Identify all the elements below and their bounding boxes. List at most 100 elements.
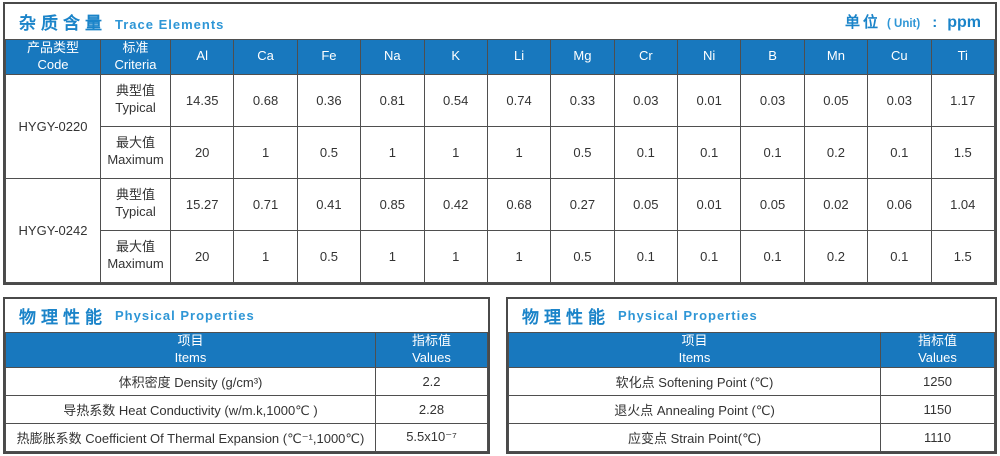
property-value: 1150	[880, 394, 995, 424]
trace-title: 杂质含量 Trace Elements	[19, 9, 224, 34]
value-cell: 20	[169, 229, 235, 283]
table-row: HYGY-0242 典型值 Typical 15.27 0.71 0.41 0.…	[5, 177, 995, 283]
value-cell: 0.68	[486, 177, 552, 231]
header-criteria-en: Criteria	[114, 56, 157, 72]
product-code: HYGY-0242	[5, 177, 101, 283]
table-row: HYGY-0220 典型值 Typical 14.35 0.68 0.36 0.…	[5, 73, 995, 179]
value-cell: 1	[486, 125, 552, 179]
property-value: 1250	[880, 366, 995, 396]
value-cell: 0.81	[360, 73, 425, 127]
value-cell: 0.06	[867, 177, 932, 231]
value-cell: 1	[423, 229, 488, 283]
value-cell: 1	[360, 229, 425, 283]
value-cell: 0.01	[676, 73, 742, 127]
criteria-cell: 典型值 Typical	[100, 177, 171, 231]
header-items: 项目 Items	[5, 331, 376, 368]
value-cell: 0.74	[486, 73, 552, 127]
trace-title-cn: 杂质含量	[19, 14, 107, 33]
value-cell: 0.1	[867, 125, 932, 179]
table-row: 导热系数 Heat Conductivity (w/m.k,1000℃ ) 2.…	[5, 394, 488, 424]
physical-right-title-cn: 物理性能	[522, 307, 610, 327]
criteria-en: Maximum	[107, 152, 164, 168]
criteria-cn: 最大值	[115, 135, 155, 151]
unit-colon: :	[932, 14, 938, 31]
header-values-cn: 指标值	[411, 332, 451, 348]
value-cell: 0.02	[803, 177, 869, 231]
property-item: 应变点 Strain Point(℃)	[508, 422, 881, 452]
table-row: 热膨胀系数 Coefficient Of Thermal Expansion (…	[5, 422, 488, 452]
value-cell: 0.03	[740, 73, 805, 127]
table-row: 最大值 Maximum 20 1 0.5 1 1 1 0.5 0.1 0.1 0…	[6, 229, 995, 283]
value-cell: 0.1	[676, 125, 742, 179]
physical-right-title-en: Physical Properties	[618, 307, 758, 323]
trace-title-en: Trace Elements	[115, 17, 225, 32]
property-item: 导热系数 Heat Conductivity (w/m.k,1000℃ )	[5, 394, 376, 424]
table-row: 应变点 Strain Point(℃) 1110	[508, 422, 995, 452]
header-element: Ti	[930, 39, 995, 75]
value-cell: 0.5	[550, 125, 615, 179]
header-items-cn: 项目	[681, 332, 708, 348]
header-values: 指标值 Values	[375, 331, 488, 368]
property-item: 退火点 Annealing Point (℃)	[508, 394, 881, 424]
physical-left-header-row: 项目 Items 指标值 Values	[5, 331, 488, 368]
value-cell: 0.42	[423, 177, 488, 231]
header-element: Cr	[613, 39, 679, 75]
value-cell: 0.1	[613, 229, 679, 283]
property-value: 2.2	[375, 366, 488, 396]
value-cell: 1.5	[930, 229, 995, 283]
header-element: Ni	[676, 39, 742, 75]
value-cell: 20	[169, 125, 235, 179]
header-element: Cu	[867, 39, 932, 75]
value-cell: 1	[233, 125, 298, 179]
value-cell: 1	[233, 229, 298, 283]
property-value: 5.5x10⁻⁷	[375, 422, 488, 452]
header-items-cn: 项目	[177, 332, 204, 348]
header-element: Li	[486, 39, 552, 75]
trace-header-row: 产品类型 Code 标准 Criteria Al Ca Fe Na K	[5, 39, 995, 75]
table-row: 体积密度 Density (g/cm³) 2.2	[5, 366, 488, 396]
criteria-en: Typical	[115, 100, 156, 116]
value-cell: 0.5	[296, 229, 362, 283]
header-items-en: Items	[678, 349, 711, 365]
criteria-en: Maximum	[107, 256, 164, 272]
value-cell: 0.03	[867, 73, 932, 127]
property-item: 软化点 Softening Point (℃)	[508, 366, 881, 396]
physical-properties-row: 物理性能 Physical Properties 项目 Items	[3, 296, 997, 454]
property-value: 1110	[880, 422, 995, 452]
value-cell: 1.04	[930, 177, 995, 231]
trace-titlebar: 杂质含量 Trace Elements 单位 ( Unit) : ppm	[5, 4, 995, 39]
header-criteria-cn: 标准	[122, 40, 149, 55]
header-element: Fe	[296, 39, 362, 75]
value-cell: 15.27	[169, 177, 235, 231]
header-items: 项目 Items	[508, 331, 881, 368]
value-cell: 0.71	[233, 177, 298, 231]
header-values-cn: 指标值	[917, 332, 957, 348]
value-cell: 0.2	[803, 229, 869, 283]
value-cell: 1	[423, 125, 488, 179]
unit-paren: ( Unit)	[887, 18, 921, 30]
physical-left-titlebar: 物理性能 Physical Properties	[5, 299, 488, 332]
value-cell: 0.36	[296, 73, 362, 127]
unit-value: ppm	[947, 14, 981, 31]
value-cell: 0.1	[867, 229, 932, 283]
value-cell: 0.33	[550, 73, 615, 127]
header-values-en: Values	[412, 349, 451, 365]
header-element: Ca	[233, 39, 298, 75]
physical-left-title-en: Physical Properties	[115, 307, 255, 323]
value-cell: 0.27	[550, 177, 615, 231]
header-element: B	[740, 39, 805, 75]
value-cell: 0.1	[740, 125, 805, 179]
trace-elements-section: 杂质含量 Trace Elements 单位 ( Unit) : ppm 产品类…	[3, 2, 997, 285]
value-cell: 0.54	[423, 73, 488, 127]
value-cell: 1.5	[930, 125, 995, 179]
trace-elements-table: 产品类型 Code 标准 Criteria Al Ca Fe Na K	[5, 39, 995, 283]
criteria-cn: 典型值	[115, 187, 155, 203]
table-row: 退火点 Annealing Point (℃) 1150	[508, 394, 995, 424]
header-element: Mn	[803, 39, 869, 75]
header-element: Mg	[550, 39, 615, 75]
criteria-cn: 典型值	[115, 83, 155, 99]
value-cell: 0.1	[613, 125, 679, 179]
value-cell: 0.68	[233, 73, 298, 127]
physical-right-titlebar: 物理性能 Physical Properties	[508, 299, 995, 332]
